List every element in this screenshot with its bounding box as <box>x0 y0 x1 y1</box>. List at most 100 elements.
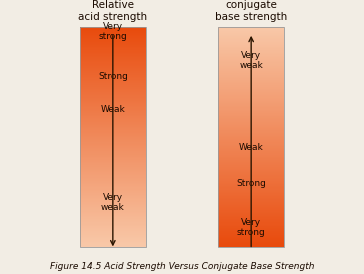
Bar <box>80 186 146 187</box>
Bar <box>218 106 284 107</box>
Bar <box>218 113 284 114</box>
Bar <box>218 65 284 66</box>
Bar <box>218 83 284 84</box>
Bar <box>80 82 146 83</box>
Bar <box>80 75 146 76</box>
Bar <box>218 192 284 193</box>
Bar <box>218 54 284 55</box>
Bar <box>80 222 146 224</box>
Bar <box>80 117 146 118</box>
Bar <box>218 61 284 62</box>
Text: Very
strong: Very strong <box>237 218 265 237</box>
Bar <box>218 46 284 47</box>
Bar <box>80 69 146 70</box>
Bar <box>80 235 146 236</box>
Bar <box>218 221 284 222</box>
Bar <box>218 226 284 227</box>
Bar <box>218 228 284 229</box>
Bar <box>218 55 284 56</box>
Bar <box>80 109 146 110</box>
Bar <box>80 164 146 165</box>
Bar <box>80 141 146 142</box>
Bar <box>218 225 284 226</box>
Bar <box>218 112 284 113</box>
Bar <box>80 101 146 102</box>
Bar <box>218 73 284 75</box>
Bar <box>218 45 284 46</box>
Bar <box>218 158 284 159</box>
Bar <box>218 67 284 68</box>
Bar <box>80 84 146 85</box>
Bar <box>80 60 146 61</box>
Bar <box>218 169 284 170</box>
Bar <box>218 224 284 225</box>
Bar <box>80 91 146 92</box>
Bar <box>80 95 146 96</box>
Bar <box>80 229 146 230</box>
Bar <box>80 155 146 156</box>
Bar <box>218 140 284 141</box>
Bar <box>218 172 284 173</box>
Bar <box>218 156 284 157</box>
Bar <box>80 194 146 195</box>
Bar <box>80 114 146 115</box>
Bar <box>218 30 284 31</box>
Bar <box>80 233 146 235</box>
Bar <box>80 221 146 222</box>
Bar <box>218 37 284 38</box>
Bar <box>80 102 146 103</box>
Bar <box>80 203 146 204</box>
Bar <box>80 153 146 155</box>
Bar <box>80 76 146 77</box>
Bar <box>80 136 146 137</box>
Bar <box>218 119 284 121</box>
Bar <box>80 132 146 133</box>
Bar <box>80 56 146 57</box>
Bar <box>218 47 284 48</box>
Bar <box>80 78 146 79</box>
Bar <box>218 243 284 244</box>
Bar <box>218 199 284 201</box>
Bar <box>80 152 146 153</box>
Bar <box>80 204 146 205</box>
Bar <box>80 173 146 174</box>
Bar <box>80 72 146 73</box>
Bar <box>218 96 284 98</box>
Bar <box>218 204 284 205</box>
Bar <box>80 246 146 247</box>
Text: Strong: Strong <box>98 72 128 81</box>
Bar <box>218 151 284 152</box>
Bar <box>218 181 284 182</box>
Bar <box>218 146 284 147</box>
Bar <box>80 118 146 119</box>
Bar <box>218 168 284 169</box>
Bar <box>218 217 284 218</box>
Bar <box>218 118 284 119</box>
Bar <box>218 149 284 150</box>
Bar <box>80 93 146 94</box>
Bar <box>80 210 146 212</box>
Bar <box>80 70 146 71</box>
Bar <box>218 27 284 247</box>
Bar <box>218 62 284 64</box>
Bar <box>218 41 284 42</box>
Bar <box>80 28 146 30</box>
Bar <box>218 180 284 181</box>
Text: Figure 14.5 Acid Strength Versus Conjugate Base Strength: Figure 14.5 Acid Strength Versus Conjuga… <box>50 262 314 271</box>
Bar <box>218 84 284 85</box>
Bar <box>218 238 284 239</box>
Bar <box>80 39 146 41</box>
Bar <box>80 103 146 104</box>
Bar <box>80 115 146 116</box>
Bar <box>80 195 146 196</box>
Bar <box>218 246 284 247</box>
Bar <box>218 94 284 95</box>
Bar <box>218 190 284 191</box>
Bar <box>80 54 146 55</box>
Bar <box>218 114 284 115</box>
Bar <box>218 171 284 172</box>
Bar <box>218 178 284 179</box>
Bar <box>218 115 284 116</box>
Bar <box>218 132 284 133</box>
Text: Weak: Weak <box>239 144 264 152</box>
